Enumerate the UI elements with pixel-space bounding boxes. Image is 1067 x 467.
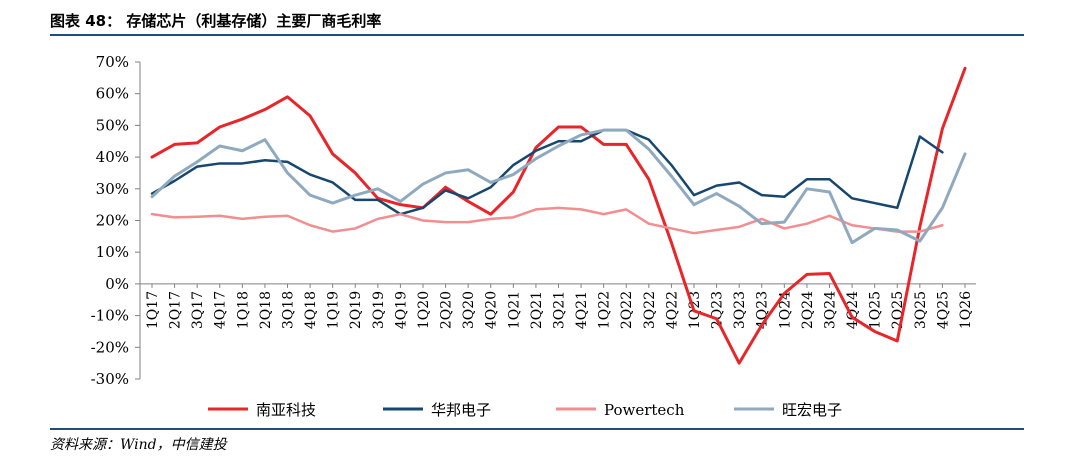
x-tick-label: 1Q17 — [145, 291, 161, 329]
y-tick-label: 10% — [96, 243, 129, 261]
y-tick-label: 40% — [96, 148, 129, 166]
x-tick-label: 1Q26 — [958, 291, 974, 329]
series-lines — [150, 66, 967, 365]
x-tick-label: 4Q25 — [935, 291, 951, 329]
series-line-1 — [150, 66, 967, 365]
figure-footer: 资料来源：Wind，中信建投 — [50, 428, 1024, 453]
x-tick-label: 4Q17 — [213, 291, 229, 329]
x-tick-label: 3Q18 — [281, 291, 297, 329]
legend-label: 南亚科技 — [256, 401, 316, 419]
y-tick-label: 70% — [96, 53, 129, 71]
x-tick-label: 2Q18 — [258, 291, 274, 329]
x-tick-label: 2Q22 — [619, 291, 635, 329]
x-tick-label: 3Q19 — [371, 291, 387, 329]
x-tick-label: 3Q25 — [913, 291, 929, 329]
y-axis: 70% 60% 50% 40% 30% 20% 10% 0% -10% -20% -30% — [91, 53, 141, 388]
x-tick-label: 2Q20 — [439, 291, 455, 329]
figure-title: 图表 48： 存储芯片（利基存储）主要厂商毛利率 — [50, 12, 382, 30]
x-tick-label: 2Q24 — [800, 291, 816, 329]
source-note: 资料来源：Wind，中信建投 — [50, 437, 227, 453]
y-tick-label: -10% — [91, 307, 129, 325]
legend-label: Powertech — [604, 401, 685, 419]
x-tick-label: 1Q21 — [506, 291, 522, 329]
y-tick-label: 0% — [105, 275, 129, 293]
x-tick-label: 1Q20 — [416, 291, 432, 329]
legend: 南亚科技 华邦电子 Powertech 旺宏电子 — [208, 401, 842, 419]
legend-label: 华邦电子 — [431, 401, 491, 419]
legend-label: 旺宏电子 — [782, 401, 842, 419]
series-line-4 — [150, 128, 967, 245]
y-tick-label: 20% — [96, 212, 129, 230]
x-tick-label: 2Q23 — [710, 291, 726, 329]
x-tick-label: 3Q21 — [552, 291, 568, 329]
x-tick-label: 3Q17 — [190, 291, 206, 329]
x-tick-label: 3Q24 — [823, 291, 839, 329]
x-tick-label: 4Q22 — [664, 291, 680, 329]
x-tick-label: 4Q19 — [393, 291, 409, 329]
x-tick-label: 2Q19 — [348, 291, 364, 329]
x-tick-label: 3Q22 — [642, 291, 658, 329]
y-tick-label: 30% — [96, 180, 129, 198]
x-tick-label: 4Q21 — [574, 291, 590, 329]
x-tick-label: 4Q18 — [303, 291, 319, 329]
x-tick-label: 1Q18 — [235, 291, 251, 329]
x-tick-label: 4Q20 — [484, 291, 500, 329]
series-line-3 — [150, 206, 944, 235]
x-tick-label: 1Q25 — [868, 291, 884, 329]
y-tick-label: 60% — [96, 85, 129, 103]
x-tick-label: 1Q19 — [326, 291, 342, 329]
x-tick-label: 2Q17 — [168, 291, 184, 329]
x-tick-label: 1Q22 — [597, 291, 613, 329]
y-tick-label: 50% — [96, 116, 129, 134]
series-line-2 — [150, 128, 944, 216]
x-axis: 1Q17 2Q17 3Q17 4Q17 1Q18 2Q18 3Q18 4Q18 1Q19 2Q19… — [140, 283, 976, 329]
x-tick-label: 3Q20 — [461, 291, 477, 329]
y-tick-label: -20% — [91, 338, 129, 356]
x-tick-label: 1Q24 — [777, 291, 793, 329]
x-tick-label: 3Q23 — [732, 291, 748, 329]
y-tick-label: -30% — [91, 370, 129, 388]
figure-header: 图表 48： 存储芯片（利基存储）主要厂商毛利率 — [50, 6, 1024, 36]
x-tick-label: 2Q21 — [529, 291, 545, 329]
